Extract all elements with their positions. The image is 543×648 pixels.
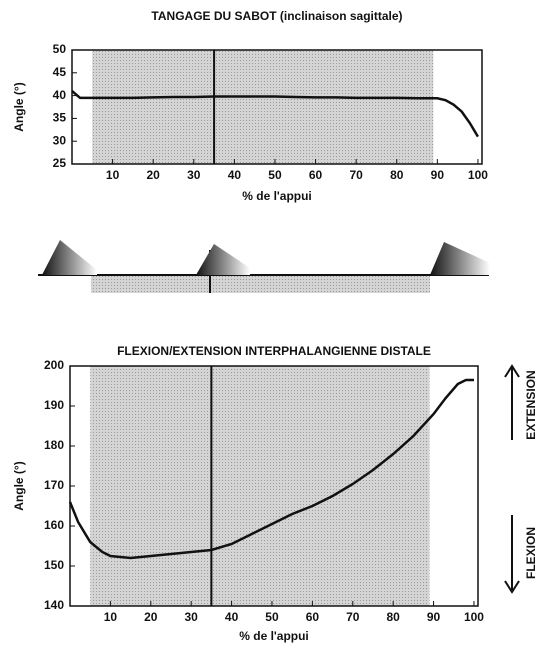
x-tick-label: 60 [309, 168, 323, 182]
data-line [68, 378, 474, 560]
x-tick-label: 70 [346, 610, 360, 624]
arrow-head [504, 364, 520, 378]
y-tick-label: 50 [53, 42, 67, 56]
x-tick-label: 80 [390, 168, 404, 182]
data-line [71, 90, 479, 138]
hoof-shape [42, 240, 97, 275]
y-tick-label: 140 [44, 598, 64, 612]
annotation: EXTENSION [524, 370, 538, 439]
stance-band [91, 275, 430, 293]
annotation: FLEXION [524, 527, 538, 579]
x-tick-label: 70 [349, 168, 363, 182]
y-tick-label: 160 [44, 518, 64, 532]
x-axis-label: % de l'appui [239, 629, 309, 643]
arrow-head [504, 580, 520, 594]
shaded-region [90, 366, 430, 606]
x-axis-label: % de l'appui [242, 189, 312, 203]
y-tick-label: 150 [44, 558, 64, 572]
x-tick-label: 50 [268, 168, 282, 182]
x-tick-label: 40 [228, 168, 242, 182]
x-tick-label: 20 [144, 610, 158, 624]
hoof-diagram [38, 240, 490, 293]
y-tick-label: 180 [44, 438, 64, 452]
chart-title: TANGAGE DU SABOT (inclinaison sagittale) [151, 9, 402, 23]
y-tick-label: 40 [53, 88, 67, 102]
x-tick-label: 10 [106, 168, 120, 182]
x-tick-label: 60 [306, 610, 320, 624]
x-tick-label: 10 [104, 610, 118, 624]
x-tick-label: 30 [187, 168, 201, 182]
y-tick-label: 35 [53, 111, 67, 125]
x-tick-label: 90 [427, 610, 441, 624]
y-axis-label: Angle (°) [12, 82, 26, 131]
y-tick-label: 45 [53, 65, 67, 79]
x-tick-label: 90 [431, 168, 445, 182]
x-tick-label: 100 [468, 168, 488, 182]
y-tick-label: 170 [44, 478, 64, 492]
y-tick-label: 190 [44, 398, 64, 412]
y-tick-label: 200 [44, 358, 64, 372]
y-tick-label: 25 [53, 156, 67, 170]
x-tick-label: 20 [147, 168, 161, 182]
y-axis-label: Angle (°) [12, 461, 26, 510]
chart-title: FLEXION/EXTENSION INTERPHALANGIENNE DIST… [117, 344, 431, 358]
x-tick-label: 50 [265, 610, 279, 624]
hoof-shape [196, 244, 250, 275]
plot-frame [71, 49, 483, 165]
y-tick-label: 30 [53, 133, 67, 147]
x-tick-label: 30 [185, 610, 199, 624]
direction-arrows [504, 364, 520, 594]
x-tick-label: 40 [225, 610, 239, 624]
x-tick-label: 80 [386, 610, 400, 624]
shaded-region [92, 50, 434, 164]
x-tick-label: 100 [464, 610, 484, 624]
hoof-shape [430, 242, 490, 275]
